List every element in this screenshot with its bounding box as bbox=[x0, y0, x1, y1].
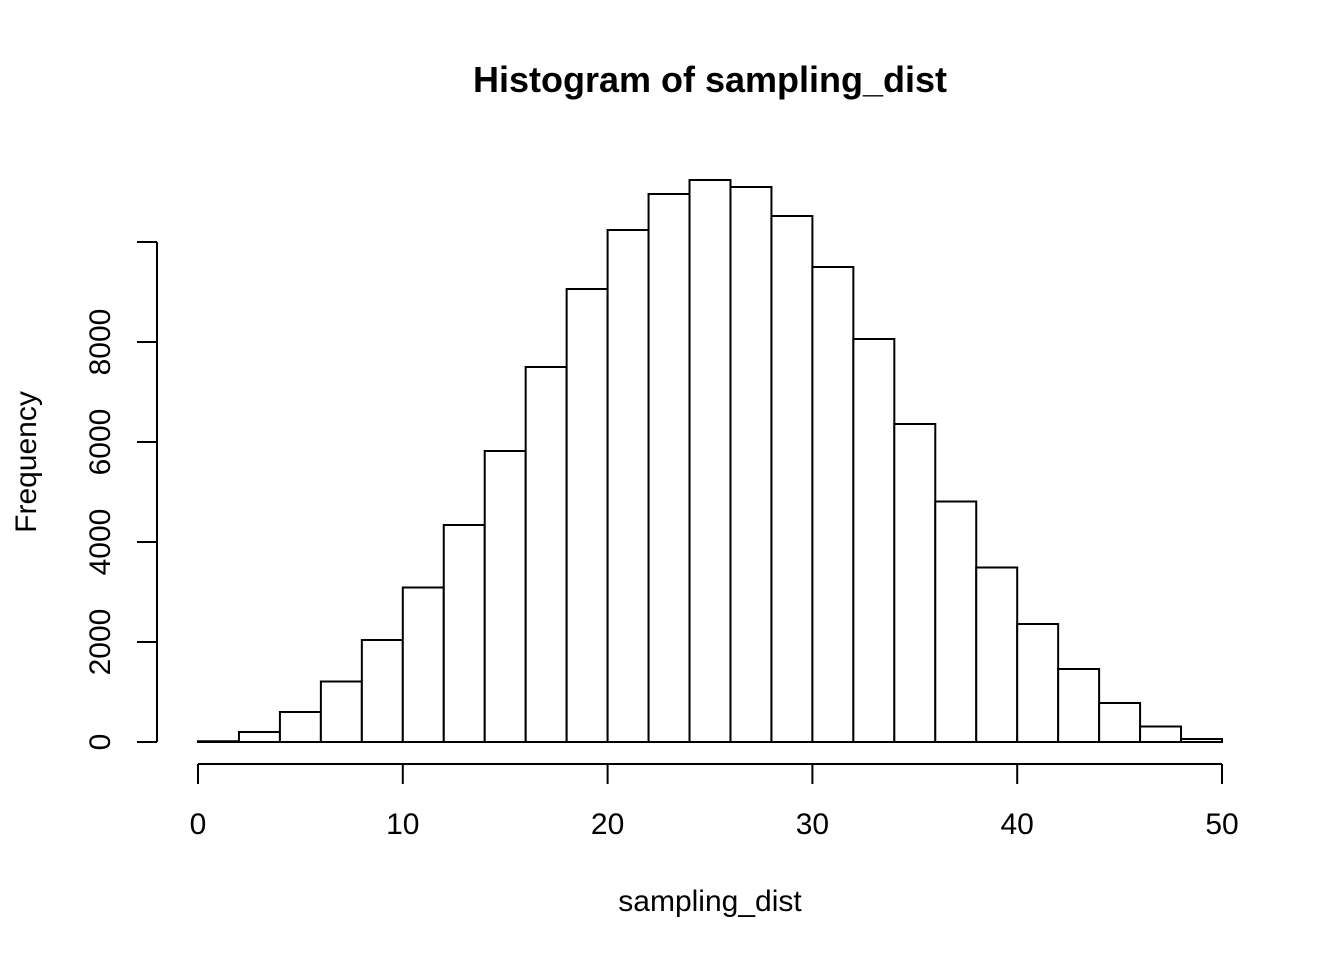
x-axis: 0 10 20 30 40 50 bbox=[190, 763, 1239, 841]
y-axis-label: Frequency bbox=[10, 391, 43, 533]
histogram-bar bbox=[483, 450, 527, 743]
histogram-bar bbox=[1139, 725, 1183, 743]
histogram-bar bbox=[565, 288, 609, 743]
histogram-bar bbox=[360, 639, 404, 743]
x-tick-label: 10 bbox=[386, 808, 419, 841]
histogram-bar bbox=[278, 711, 322, 743]
y-tick-label: 6000 bbox=[84, 409, 117, 476]
histogram-bar bbox=[606, 229, 650, 743]
histogram-bar bbox=[1098, 702, 1142, 743]
x-tick-label: 50 bbox=[1205, 808, 1238, 841]
histogram-bar bbox=[811, 266, 855, 743]
histogram-bar bbox=[688, 179, 732, 743]
chart-title: Histogram of sampling_dist bbox=[473, 59, 947, 100]
histogram-bar bbox=[934, 500, 978, 743]
histogram-bar bbox=[524, 366, 568, 743]
histogram-bar bbox=[1016, 623, 1060, 743]
histogram-bar bbox=[893, 423, 937, 743]
histogram-bar bbox=[1057, 668, 1101, 743]
histogram-bar bbox=[770, 215, 814, 743]
y-tick-label: 4000 bbox=[84, 509, 117, 576]
histogram-bar bbox=[1180, 738, 1224, 743]
x-tick-label: 0 bbox=[190, 808, 207, 841]
histogram-bar bbox=[975, 566, 1019, 743]
histogram-bar bbox=[401, 586, 445, 743]
x-tick-label: 30 bbox=[796, 808, 829, 841]
x-tick-label: 40 bbox=[1001, 808, 1034, 841]
histogram-bar bbox=[319, 680, 363, 743]
y-tick-label: 2000 bbox=[84, 609, 117, 676]
x-tick-label: 20 bbox=[591, 808, 624, 841]
histogram-bar bbox=[442, 524, 486, 743]
y-tick-label: 8000 bbox=[84, 309, 117, 376]
bars-group bbox=[197, 179, 1224, 743]
y-tick-label: 0 bbox=[84, 734, 117, 751]
histogram-bar bbox=[852, 338, 896, 743]
histogram-bar bbox=[729, 186, 773, 743]
x-axis-label: sampling_dist bbox=[618, 885, 802, 918]
histogram-bar bbox=[237, 731, 281, 743]
y-axis: 0 2000 4000 6000 8000 bbox=[84, 241, 158, 751]
histogram-bar bbox=[647, 193, 691, 743]
histogram-bar bbox=[197, 740, 240, 743]
